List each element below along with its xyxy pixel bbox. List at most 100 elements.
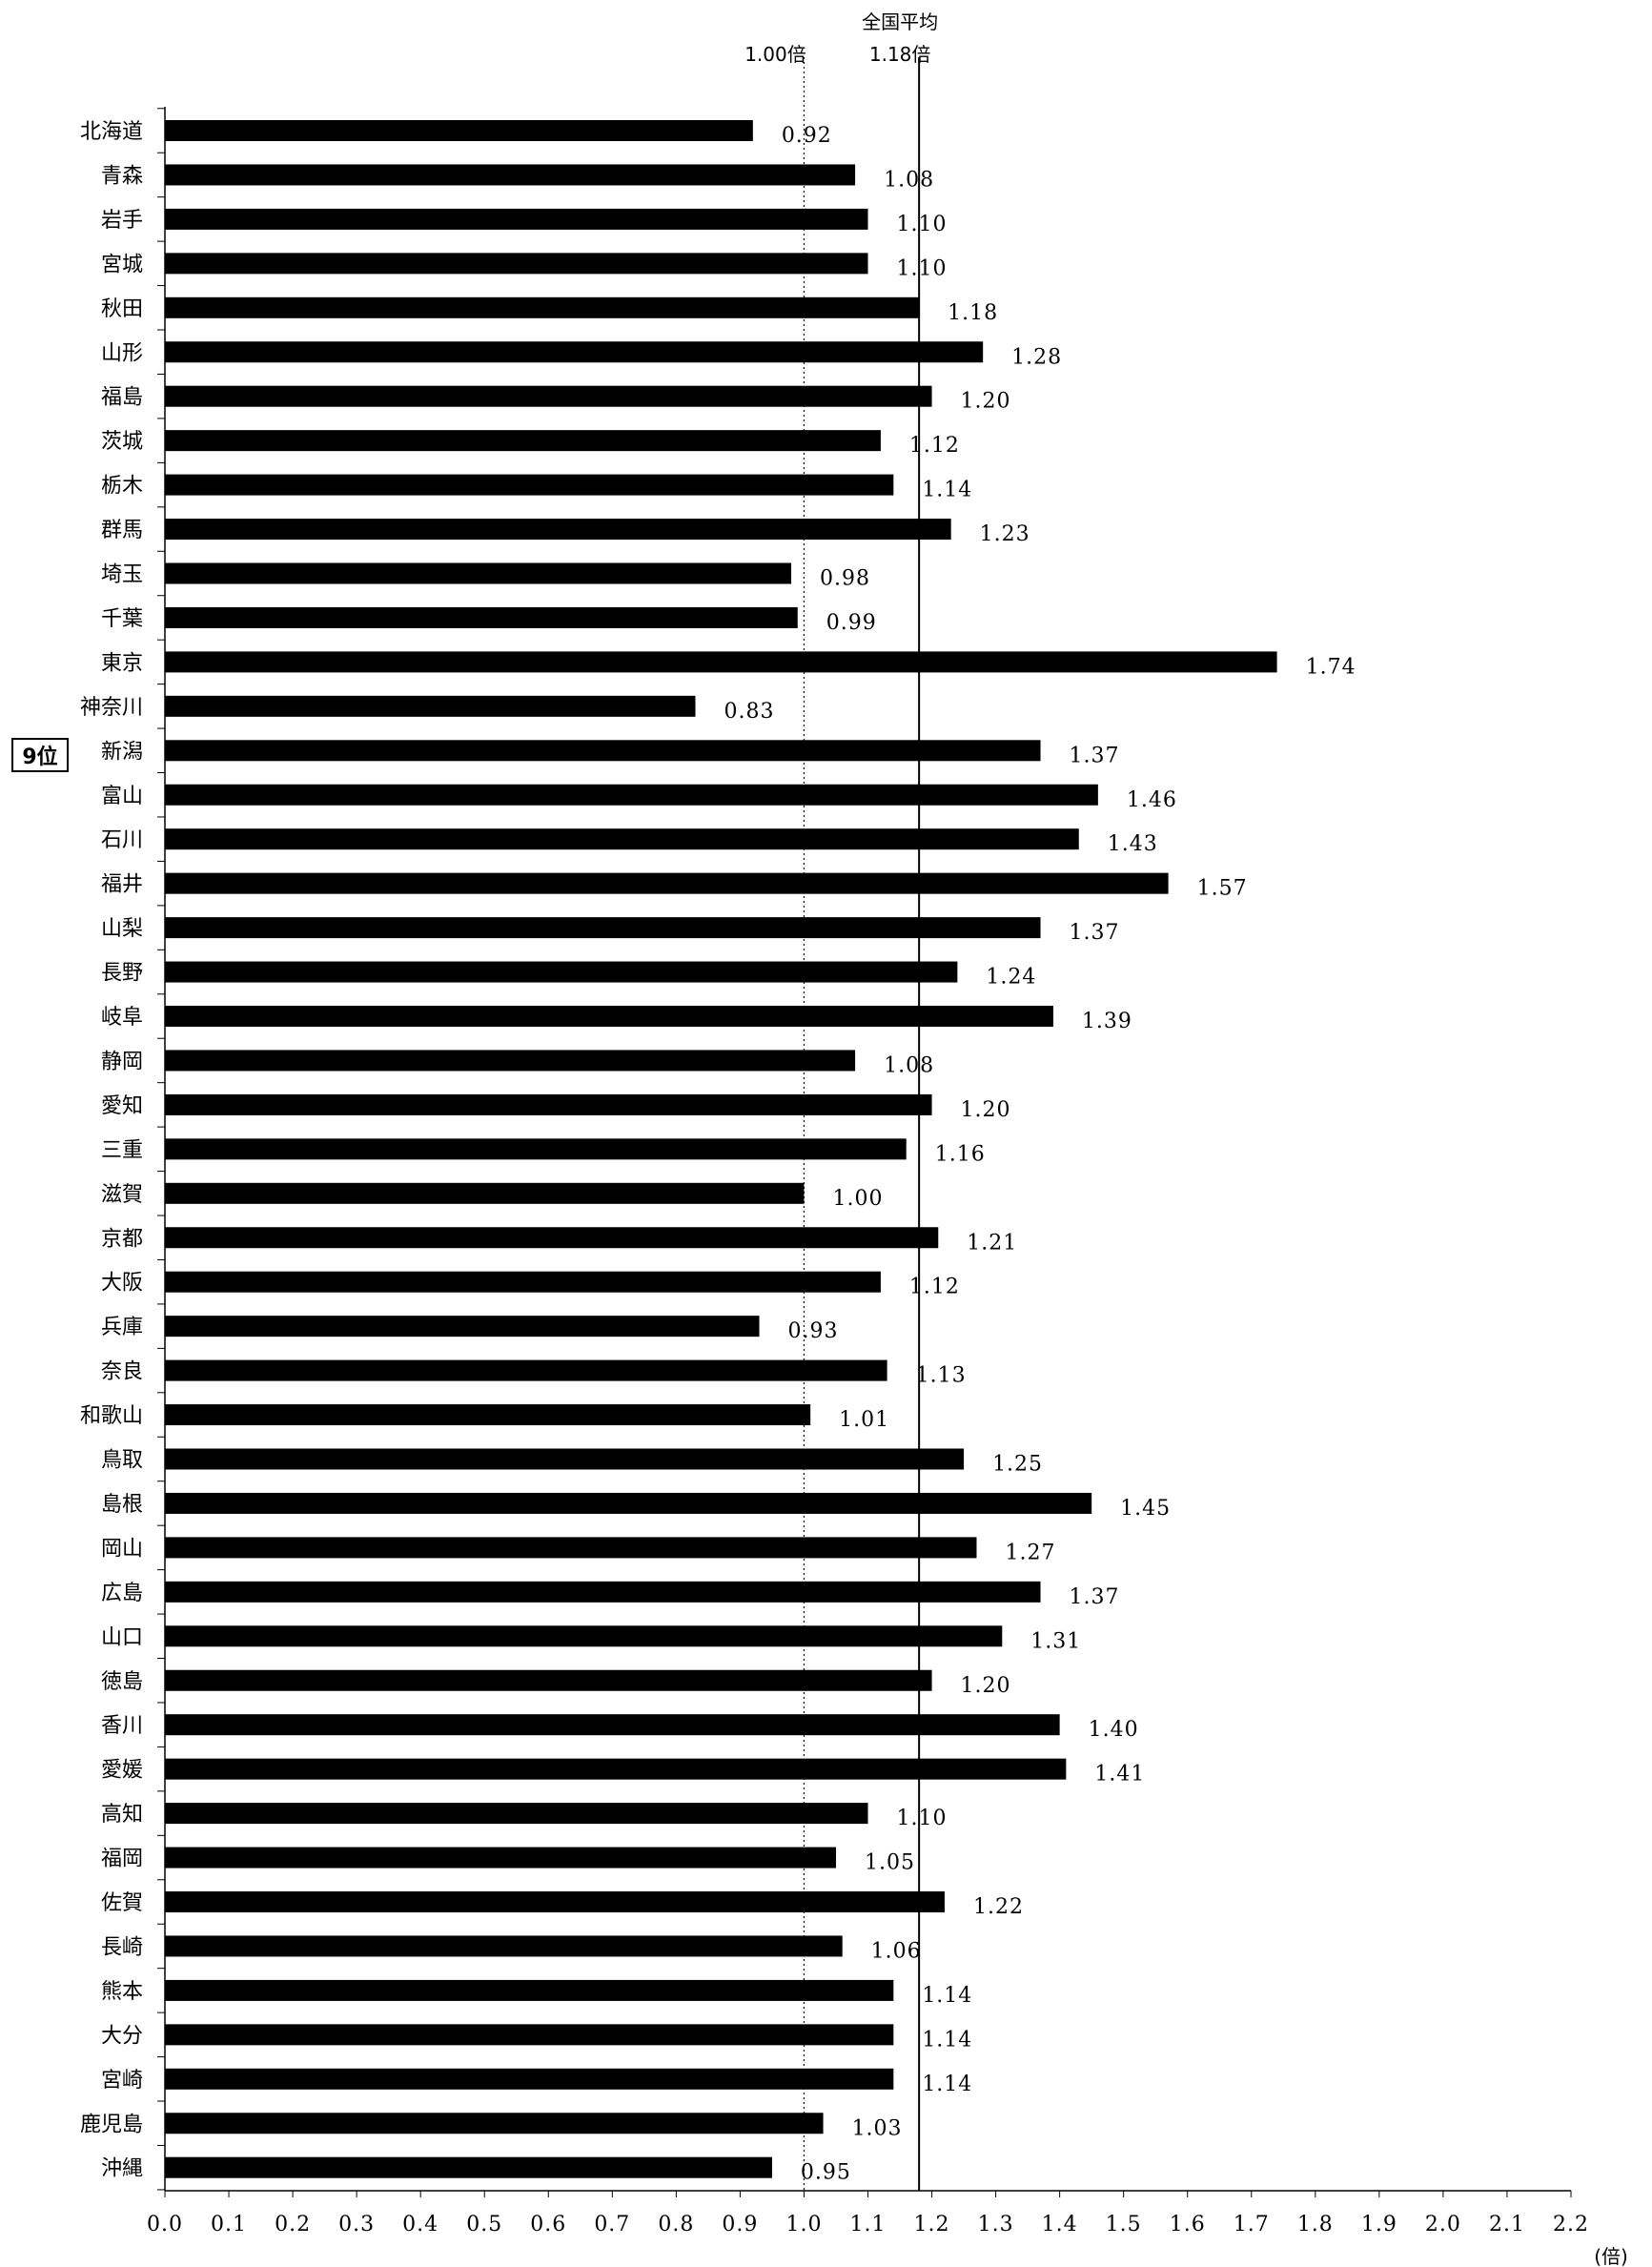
bar [165, 1271, 881, 1293]
x-tick-label: 0.9 [722, 2213, 758, 2236]
data-label: 0.98 [820, 567, 870, 591]
data-label: 1.41 [1094, 1763, 1145, 1787]
data-label: 1.01 [839, 1408, 889, 1432]
category-label: 京都 [101, 1227, 143, 1251]
data-label: 1.00 [832, 1187, 883, 1211]
data-label: 1.45 [1120, 1497, 1171, 1521]
category-label: 山梨 [101, 917, 143, 941]
bar [165, 1006, 1053, 1027]
category-label: 岡山 [101, 1537, 143, 1561]
category-label: 熊本 [101, 1980, 143, 2004]
category-label: 東京 [101, 651, 143, 675]
bar [165, 253, 868, 275]
data-label: 1.20 [961, 390, 1011, 414]
category-label: 富山 [101, 785, 143, 808]
x-tick-label: 1.4 [1042, 2213, 1078, 2236]
bar [165, 120, 753, 141]
data-label: 1.20 [961, 1674, 1011, 1698]
x-tick-label: 1.8 [1297, 2213, 1334, 2236]
x-tick-label: 2.1 [1489, 2213, 1525, 2236]
national-average-value: 1.18倍 [869, 43, 931, 66]
category-label: 山形 [101, 341, 143, 365]
data-label: 0.95 [801, 2161, 851, 2185]
category-label: 香川 [101, 1714, 143, 1738]
data-label: 1.14 [922, 2073, 972, 2096]
data-label: 1.24 [986, 966, 1036, 990]
category-label: 岩手 [101, 209, 143, 233]
data-label: 1.10 [897, 213, 948, 236]
category-label: 千葉 [101, 607, 143, 631]
data-label: 1.37 [1070, 921, 1120, 945]
data-label: 1.21 [967, 1231, 1017, 1255]
bar [165, 1891, 945, 1912]
bar [165, 1714, 1060, 1736]
bar [165, 606, 798, 628]
data-label: 1.12 [909, 1276, 960, 1299]
bar [165, 296, 920, 318]
data-label: 1.08 [884, 168, 934, 192]
category-label: 鹿児島 [80, 2113, 143, 2136]
data-label: 1.27 [1005, 1541, 1055, 1564]
x-tick-label: 1.0 [785, 2213, 822, 2236]
category-label: 秋田 [101, 297, 143, 321]
bar [165, 1935, 843, 1957]
bar [165, 2068, 894, 2090]
category-label: 福井 [101, 873, 143, 897]
data-label: 1.40 [1089, 1718, 1139, 1742]
category-label: 宮城 [101, 253, 143, 276]
data-label: 1.28 [1011, 345, 1062, 369]
bar [165, 1227, 939, 1249]
x-tick-label: 0.0 [147, 2213, 183, 2236]
x-unit-label: (倍) [1594, 2245, 1628, 2267]
category-label: 福岡 [101, 1848, 143, 1871]
category-label: 滋賀 [101, 1183, 143, 1207]
category-label: 徳島 [101, 1670, 143, 1694]
bar [165, 519, 951, 541]
category-label: 長崎 [101, 1935, 143, 1959]
bar [165, 1758, 1067, 1780]
data-label: 1.06 [871, 1939, 922, 1963]
category-label: 新潟 [101, 740, 143, 764]
data-label: 1.37 [1070, 744, 1120, 767]
x-tick-label: 2.2 [1553, 2213, 1589, 2236]
category-label: 埼玉 [101, 563, 143, 587]
bar [165, 1803, 868, 1825]
x-tick-label: 1.7 [1234, 2213, 1270, 2236]
data-label: 0.99 [826, 611, 877, 635]
x-tick-label: 0.5 [466, 2213, 502, 2236]
x-tick-label: 0.8 [658, 2213, 694, 2236]
bar [165, 828, 1079, 850]
category-label: 兵庫 [101, 1316, 143, 1339]
category-label: 宮崎 [101, 2069, 143, 2093]
bar [165, 1625, 1003, 1647]
category-label: 大分 [101, 2024, 143, 2048]
category-label: 広島 [101, 1582, 143, 1605]
category-label: 茨城 [101, 430, 143, 454]
data-label: 1.39 [1082, 1010, 1132, 1033]
category-label: 静岡 [101, 1050, 143, 1073]
rank-badge: 9位 [11, 738, 69, 772]
category-label: 愛媛 [101, 1759, 143, 1783]
bar [165, 651, 1277, 673]
category-label: 青森 [101, 164, 143, 188]
category-label: 石川 [101, 828, 143, 852]
data-label: 1.08 [884, 1053, 934, 1077]
x-tick-label: 1.6 [1170, 2213, 1206, 2236]
bar [165, 917, 1041, 939]
bar [165, 1138, 907, 1160]
data-label: 1.12 [909, 434, 960, 458]
category-label: 奈良 [101, 1360, 143, 1384]
bar [165, 1492, 1092, 1514]
data-label: 1.14 [922, 479, 972, 502]
bar [165, 872, 1169, 894]
bar [165, 1537, 977, 1559]
category-label: 栃木 [101, 475, 143, 499]
national-average-title: 全国平均 [862, 10, 938, 33]
data-label: 1.14 [922, 1984, 972, 2008]
data-label: 1.03 [852, 2116, 903, 2140]
bar [165, 430, 881, 452]
bar [165, 2113, 824, 2134]
bar [165, 208, 868, 230]
bar [165, 1669, 932, 1691]
